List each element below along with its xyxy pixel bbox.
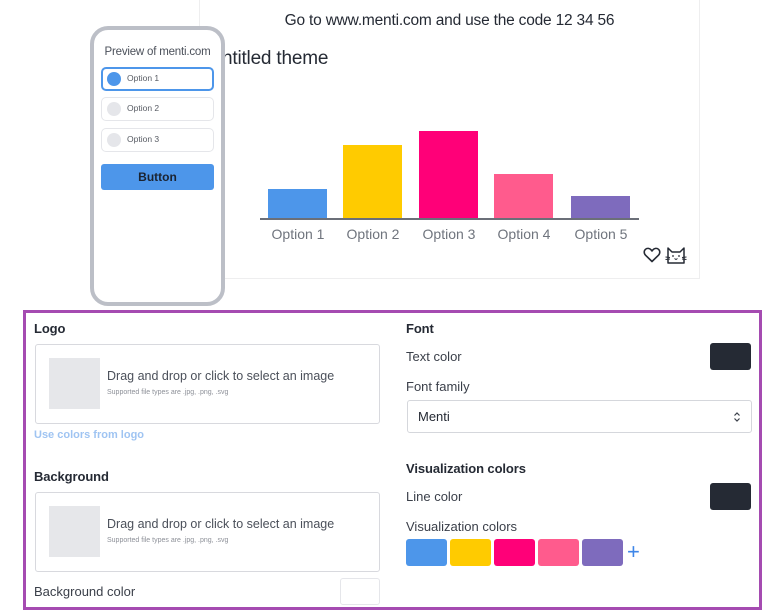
viz-color-swatch-4[interactable] xyxy=(538,539,579,566)
line-color-label: Line color xyxy=(406,489,463,504)
phone-preview-title: Preview of menti.com xyxy=(104,46,211,58)
join-code: 12 34 56 xyxy=(555,12,615,29)
text-color-swatch[interactable] xyxy=(710,343,751,370)
dropzone-text: Drag and drop or click to select an imag… xyxy=(107,517,335,531)
background-section-title: Background xyxy=(34,469,109,484)
option-label: Option 3 xyxy=(127,134,160,144)
dropzone-supported-types: Supported file types are .jpg, .png, .sv… xyxy=(107,537,229,544)
background-color-swatch[interactable] xyxy=(340,578,380,605)
radio-dot-icon xyxy=(107,102,121,116)
viz-color-swatch-3[interactable] xyxy=(494,539,535,566)
font-family-value: Menti xyxy=(418,409,450,424)
image-placeholder xyxy=(49,506,100,557)
font-section-title: Font xyxy=(406,321,434,336)
phone-preview-button[interactable]: Button xyxy=(101,164,214,190)
viz-color-swatch-2[interactable] xyxy=(450,539,491,566)
slide-title: ntitled theme xyxy=(222,48,329,69)
chart-label: Option 3 xyxy=(422,226,476,242)
use-colors-from-logo-link[interactable]: Use colors from logo xyxy=(34,429,145,441)
visualization-colors-label: Visualization colors xyxy=(406,519,518,534)
image-placeholder xyxy=(49,358,100,409)
phone-option-3[interactable]: Option 3 xyxy=(101,128,214,152)
option-label: Option 2 xyxy=(127,103,160,113)
dropzone-supported-types: Supported file types are .jpg, .png, .sv… xyxy=(107,389,229,396)
background-dropzone[interactable]: Drag and drop or click to select an imag… xyxy=(35,492,380,572)
select-chevrons-icon xyxy=(734,412,740,422)
visualization-section-title: Visualization colors xyxy=(406,461,526,476)
chart-label: Option 2 xyxy=(346,226,400,242)
logo-section-title: Logo xyxy=(34,321,66,336)
phone-option-2[interactable]: Option 2 xyxy=(101,97,214,121)
viz-color-swatch-5[interactable] xyxy=(582,539,623,566)
chart-bar-option-5 xyxy=(571,196,630,218)
text-color-label: Text color xyxy=(406,349,462,364)
slide-preview: Go to www.menti.com and use the code 12 … xyxy=(199,0,700,279)
chart-label: Option 1 xyxy=(271,226,325,242)
logo-dropzone[interactable]: Drag and drop or click to select an imag… xyxy=(35,344,380,424)
font-family-select[interactable]: Menti xyxy=(407,400,752,433)
join-url: www.menti.com xyxy=(325,12,432,29)
font-family-label: Font family xyxy=(406,379,470,394)
chart-bar-option-2 xyxy=(343,145,402,218)
join-middle: and use the code xyxy=(431,12,556,29)
chart-label: Option 5 xyxy=(574,226,628,242)
chart-axis xyxy=(260,218,639,220)
radio-dot-icon xyxy=(107,133,121,147)
phone-preview: Preview of menti.com Option 1 Option 2 O… xyxy=(90,26,225,306)
chart-label: Option 4 xyxy=(497,226,551,242)
chart-bar-option-1 xyxy=(268,189,327,218)
viz-color-swatch-1[interactable] xyxy=(406,539,447,566)
option-label: Option 1 xyxy=(127,73,160,83)
line-color-swatch[interactable] xyxy=(710,483,751,510)
background-color-label: Background color xyxy=(34,584,136,599)
chart-bar-option-3 xyxy=(419,131,478,218)
chart-bar-option-4 xyxy=(494,174,553,218)
join-instructions: Go to www.menti.com and use the code 12 … xyxy=(200,12,699,30)
cat-icon[interactable] xyxy=(665,245,687,265)
phone-option-1[interactable]: Option 1 xyxy=(101,67,214,91)
bar-chart xyxy=(260,120,640,220)
radio-dot-icon xyxy=(107,72,121,86)
heart-icon[interactable] xyxy=(643,247,661,263)
join-prefix: Go to xyxy=(284,12,326,29)
add-color-plus-icon[interactable]: + xyxy=(627,539,640,564)
dropzone-text: Drag and drop or click to select an imag… xyxy=(107,369,335,383)
theme-settings-panel: Logo Drag and drop or click to select an… xyxy=(23,310,762,610)
